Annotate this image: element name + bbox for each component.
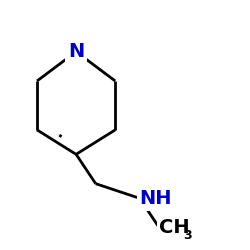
- Text: 3: 3: [184, 229, 192, 242]
- Text: N: N: [68, 42, 84, 61]
- Text: CH: CH: [159, 218, 190, 237]
- Text: NH: NH: [140, 189, 172, 208]
